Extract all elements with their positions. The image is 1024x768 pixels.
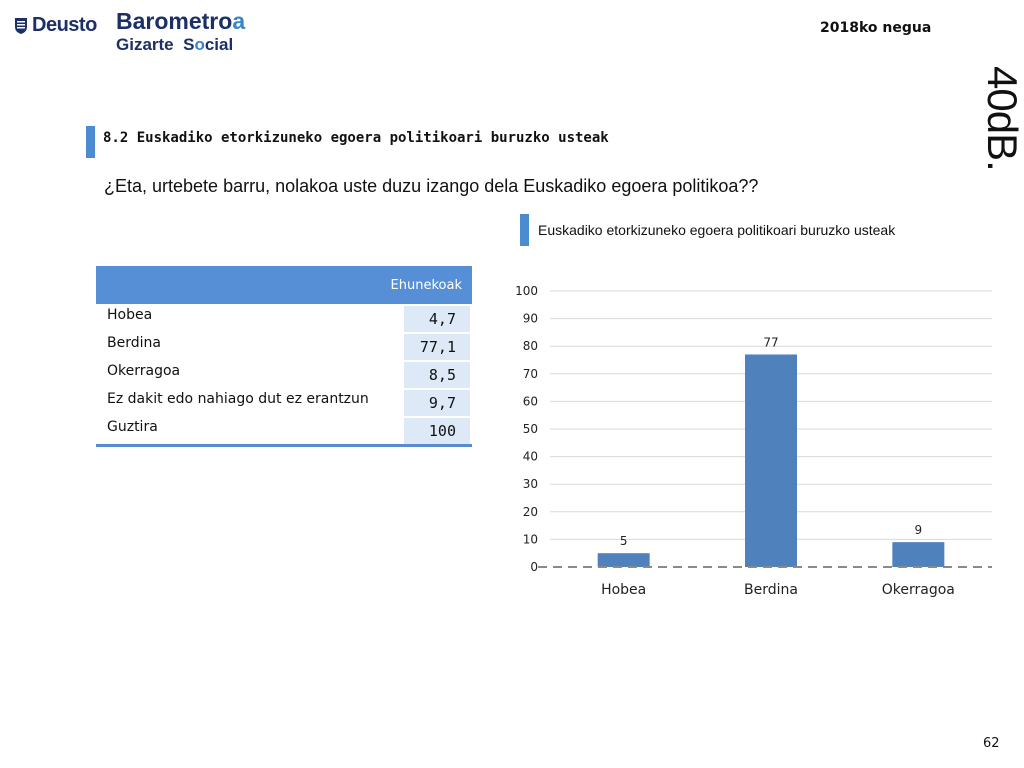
row-label: Ez dakit edo nahiago dut ez erantzun — [107, 391, 369, 407]
row-value: 100 — [404, 418, 470, 444]
barometro-logo-accent: a — [232, 8, 246, 34]
gizarte-social-logo: Gizarte Social — [116, 36, 233, 53]
row-value: 9,7 — [404, 390, 470, 416]
table-row: Guztira 100 — [96, 416, 472, 444]
y-tick-label: 40 — [523, 450, 538, 464]
y-tick-label: 30 — [523, 477, 538, 491]
barometro-logo-main: Barometro — [116, 8, 233, 34]
x-tick-label: Okerragoa — [882, 582, 955, 598]
row-value: 4,7 — [404, 306, 470, 332]
data-label: 9 — [915, 523, 923, 537]
bar-chart: 0 10 20 30 40 50 60 70 80 90 100 5 Hobea 77 Berdina 9 Ok… — [515, 284, 992, 598]
social-logo-rest: cial — [204, 35, 234, 54]
y-tick-label: 10 — [523, 532, 538, 546]
y-tick-label: 0 — [530, 560, 538, 574]
barometro-logo: Barometroa — [116, 10, 245, 33]
deusto-logo: Deusto — [14, 14, 97, 37]
table-row: Hobea 4,7 — [96, 304, 472, 332]
y-tick-label: 60 — [523, 394, 538, 408]
y-tick-label: 100 — [515, 284, 538, 298]
data-label: 77 — [763, 335, 778, 349]
question-text: ¿Eta, urtebete barru, nolakoa uste duzu … — [104, 176, 759, 196]
season-label: 2018ko negua — [820, 20, 932, 36]
section-title: 8.2 Euskadiko etorkizuneko egoera politi… — [103, 130, 609, 146]
table-row: Ez dakit edo nahiago dut ez erantzun 9,7 — [96, 388, 472, 416]
row-label: Guztira — [107, 419, 158, 435]
shield-icon — [15, 17, 27, 34]
y-tick-label: 20 — [523, 505, 538, 519]
percentages-table: Ehunekoak Hobea 4,7 Berdina 77,1 Okerrag… — [96, 266, 472, 447]
table-row: Okerragoa 8,5 — [96, 360, 472, 388]
table-header: Ehunekoak — [96, 266, 472, 304]
table-bottom-border — [96, 444, 472, 447]
gizarte-logo-text: Gizarte — [116, 35, 174, 54]
y-tick-label: 70 — [523, 367, 538, 381]
y-tick-label: 80 — [523, 339, 538, 353]
deusto-logo-text: Deusto — [32, 14, 97, 36]
section-accent-bar — [86, 126, 95, 158]
bar — [745, 354, 797, 567]
row-value: 77,1 — [404, 334, 470, 360]
table-row: Berdina 77,1 — [96, 332, 472, 360]
data-label: 5 — [620, 534, 628, 548]
row-label: Berdina — [107, 335, 161, 351]
x-tick-label: Berdina — [744, 582, 798, 598]
social-logo-s: S — [183, 35, 195, 54]
row-value: 8,5 — [404, 362, 470, 388]
y-tick-label: 50 — [523, 422, 538, 436]
x-tick-label: Hobea — [601, 582, 646, 598]
chart-title: Euskadiko etorkizuneko egoera politikoar… — [538, 222, 896, 238]
bar — [892, 542, 945, 567]
social-logo-o-icon: o — [194, 35, 205, 54]
brand-40db-logo: 40dB. — [979, 66, 1024, 171]
row-label: Hobea — [107, 307, 153, 323]
page-number: 62 — [983, 736, 1000, 751]
table-header-label: Ehunekoak — [390, 277, 462, 293]
bar — [597, 553, 650, 567]
chart-accent-bar — [520, 214, 529, 246]
y-tick-label: 90 — [523, 312, 538, 326]
row-label: Okerragoa — [107, 363, 181, 379]
